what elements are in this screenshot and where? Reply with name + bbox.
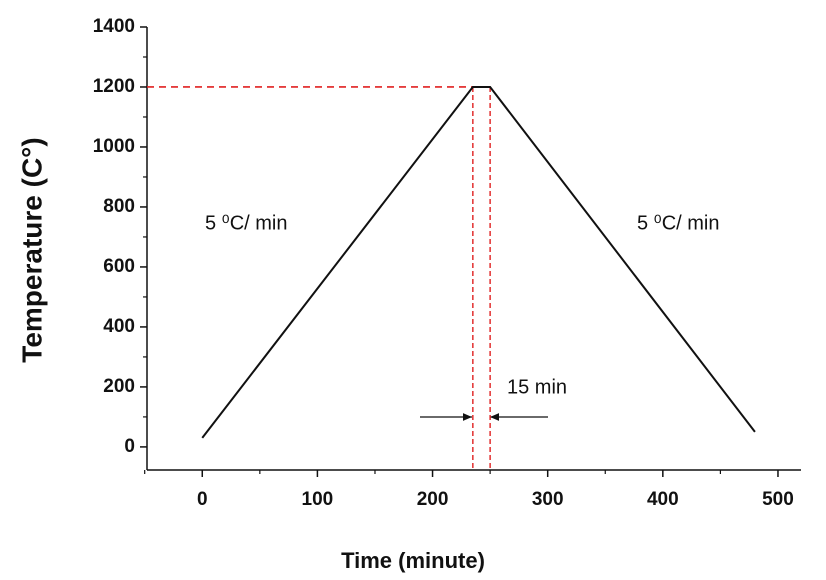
y-axis-title: Temperature (C°) — [16, 137, 47, 362]
y-tick-label: 1000 — [93, 136, 135, 157]
y-tick-label: 1200 — [93, 76, 135, 97]
annotation: 5 ⁰C/ min — [637, 212, 719, 234]
x-tick-label: 200 — [417, 489, 449, 510]
x-tick-label: 400 — [647, 489, 679, 510]
y-tick-label: 1400 — [93, 16, 135, 37]
y-tick-label: 400 — [103, 316, 135, 337]
annotation: 15 min — [507, 376, 567, 398]
y-tick-label: 800 — [103, 196, 135, 217]
y-tick-label: 600 — [103, 256, 135, 277]
line-series — [201, 85, 756, 439]
y-tick-label: 200 — [103, 376, 135, 397]
x-tick-label: 300 — [532, 489, 564, 510]
annotation: 5 ⁰C/ min — [205, 212, 287, 234]
x-tick-label: 0 — [197, 489, 208, 510]
y-tick-label: 0 — [124, 436, 135, 457]
x-tick-label: 100 — [302, 489, 334, 510]
x-tick-label: 500 — [762, 489, 794, 510]
x-axis-title: Time (minute) — [341, 548, 485, 573]
